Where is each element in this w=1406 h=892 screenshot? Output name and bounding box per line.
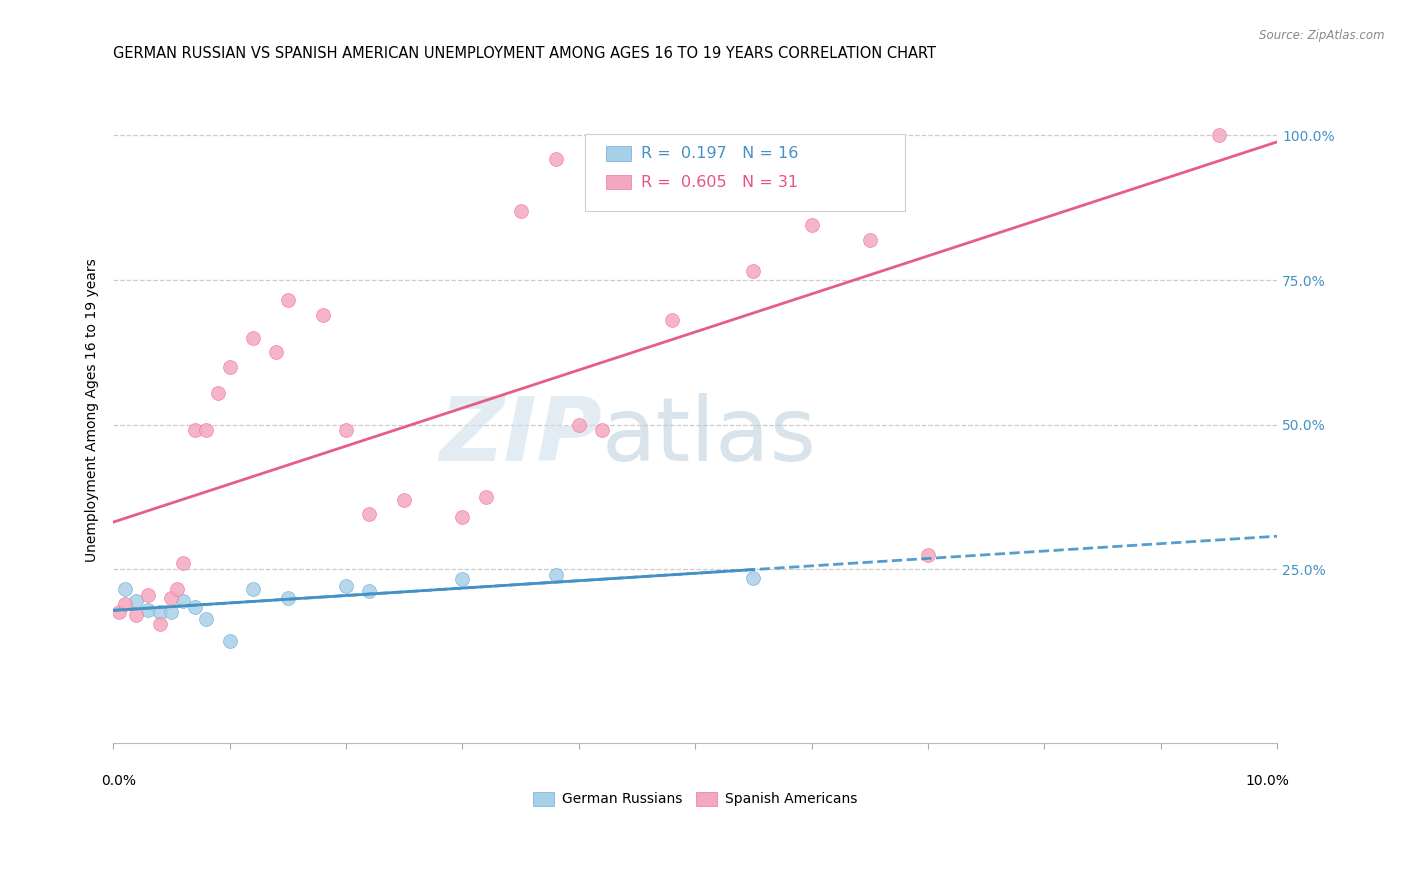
Point: [451, 510, 474, 524]
Point: [859, 233, 882, 247]
Point: [136, 602, 159, 616]
Point: [125, 608, 148, 623]
Point: [172, 594, 194, 608]
Point: [312, 308, 335, 322]
Point: [800, 218, 823, 232]
Point: [277, 591, 299, 605]
Point: [591, 423, 613, 437]
Point: [160, 606, 183, 620]
Point: [661, 313, 683, 327]
Point: [568, 417, 591, 432]
Point: [742, 571, 765, 585]
Point: [218, 359, 240, 374]
Point: [335, 579, 357, 593]
Y-axis label: Unemployment Among Ages 16 to 19 years: Unemployment Among Ages 16 to 19 years: [86, 258, 100, 562]
FancyBboxPatch shape: [606, 175, 631, 189]
Text: Source: ZipAtlas.com: Source: ZipAtlas.com: [1260, 29, 1385, 43]
Point: [172, 556, 194, 570]
Text: GERMAN RUSSIAN VS SPANISH AMERICAN UNEMPLOYMENT AMONG AGES 16 TO 19 YEARS CORREL: GERMAN RUSSIAN VS SPANISH AMERICAN UNEMP…: [114, 46, 936, 62]
Point: [195, 612, 218, 626]
Point: [195, 423, 218, 437]
Point: [183, 599, 205, 614]
Text: 10.0%: 10.0%: [1246, 774, 1289, 789]
Point: [207, 385, 229, 400]
Point: [917, 548, 939, 562]
Legend: German Russians, Spanish Americans: German Russians, Spanish Americans: [527, 786, 863, 812]
Point: [149, 617, 172, 632]
Point: [242, 582, 264, 597]
Point: [1208, 128, 1230, 143]
Text: atlas: atlas: [602, 393, 817, 480]
Text: R =  0.605   N = 31: R = 0.605 N = 31: [641, 175, 797, 189]
Point: [183, 423, 205, 437]
Point: [451, 573, 474, 587]
FancyBboxPatch shape: [585, 134, 905, 211]
Point: [509, 203, 531, 218]
Point: [277, 293, 299, 308]
Text: ZIP: ZIP: [439, 393, 602, 480]
Point: [264, 345, 287, 359]
Point: [544, 567, 567, 582]
Point: [160, 591, 183, 605]
Point: [125, 594, 148, 608]
FancyBboxPatch shape: [606, 146, 631, 161]
Point: [242, 331, 264, 345]
Point: [166, 582, 188, 597]
Point: [392, 492, 415, 507]
Point: [359, 507, 381, 521]
Point: [742, 264, 765, 278]
Point: [218, 634, 240, 648]
Point: [335, 423, 357, 437]
Point: [474, 490, 496, 504]
Point: [114, 582, 136, 597]
Point: [544, 152, 567, 166]
Point: [114, 597, 136, 611]
Point: [136, 588, 159, 602]
Point: [108, 606, 131, 620]
Text: 0.0%: 0.0%: [101, 774, 136, 789]
Point: [359, 584, 381, 599]
Point: [149, 605, 172, 619]
Text: R =  0.197   N = 16: R = 0.197 N = 16: [641, 146, 797, 161]
